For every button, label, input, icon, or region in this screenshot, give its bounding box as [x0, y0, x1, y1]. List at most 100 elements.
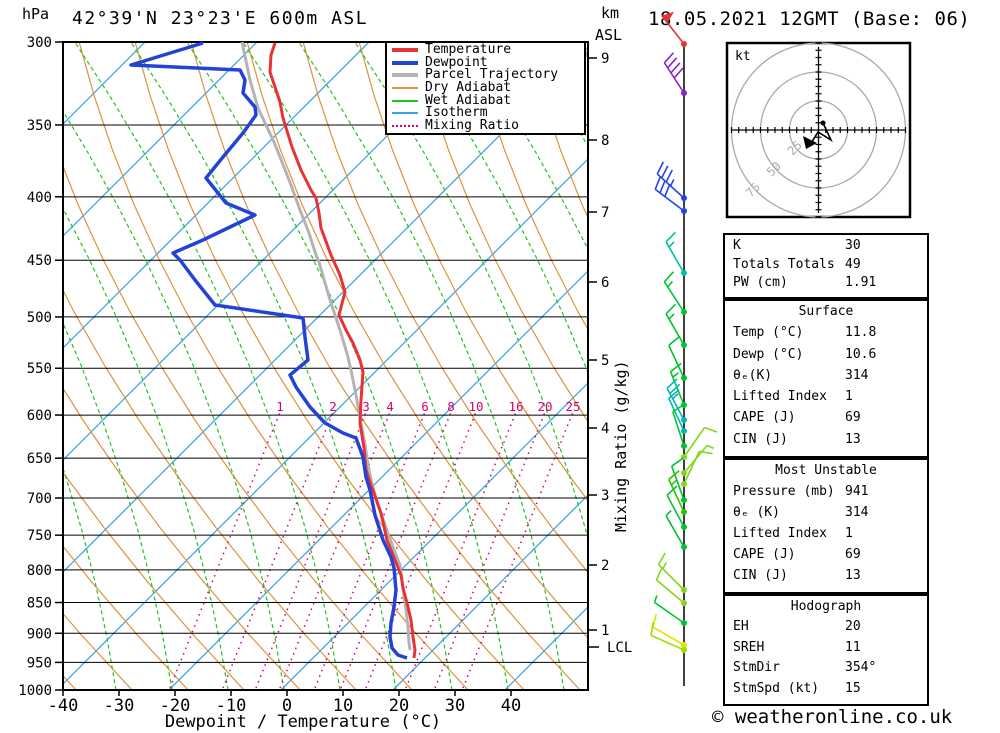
barb-feather-full: [650, 621, 654, 636]
barb-feather-full: [665, 231, 677, 243]
barb-shaft: [657, 563, 685, 591]
mixing-ratio-line: [365, 411, 477, 689]
km-tick-label: 8: [601, 133, 609, 149]
panel-row-value: 11.8: [845, 325, 877, 341]
barb-station-dot: [681, 443, 687, 449]
panel-row-value: 314: [845, 367, 869, 383]
panel-row: CIN (J) 13: [725, 432, 927, 453]
barb-shaft: [654, 601, 685, 624]
hodograph-trace: [809, 122, 833, 146]
barb-station-dot: [681, 600, 687, 606]
mixing-ratio-line: [169, 411, 281, 689]
barb-feather-full: [670, 362, 682, 373]
wet-adiabat-line: [74, 42, 341, 690]
panel-row: CAPE (J) 69: [725, 410, 927, 431]
km-tick-label: 2: [601, 558, 609, 574]
pressure-tick-label: 400: [27, 190, 52, 206]
barb-station-dot: [681, 402, 687, 408]
panel-row-label: θₑ(K): [733, 367, 773, 383]
panel-row-value: 314: [845, 505, 869, 520]
isotherm-line: [0, 42, 33, 690]
wind-barb: [666, 378, 687, 423]
wind-barb: [655, 567, 687, 606]
pressure-tick-label: 1000: [18, 683, 52, 699]
panel-row: Totals Totals 49: [725, 257, 927, 276]
mixing-ratio-label: 2: [329, 399, 337, 414]
barb-feather-full: [668, 336, 680, 346]
hodograph-trace-arrowhead: [803, 136, 817, 149]
panel-row-label: StmDir: [733, 660, 780, 676]
barb-station-dot: [681, 375, 687, 381]
panel-row-value: 354°: [845, 660, 877, 676]
x-axis-title: Dewpoint / Temperature (°C): [164, 712, 442, 732]
barb-feather-full: [654, 176, 662, 190]
km-tick-label: 1: [601, 623, 609, 639]
hodograph-trace-start-dot: [820, 120, 826, 126]
mixing-ratio-label: 20: [537, 399, 552, 414]
panel-row: StmSpd (kt) 15: [725, 681, 927, 701]
isotherm-line: [63, 42, 146, 125]
wind-barb: [666, 485, 687, 530]
hodograph-ring-label: 50: [764, 159, 784, 179]
dry-adiabat-line: [63, 674, 77, 690]
wind-barb: [652, 613, 687, 648]
panel-row-value: 15: [845, 680, 861, 696]
dry-adiabat-line: [190, 42, 581, 690]
panel-row-label: CIN (J): [733, 431, 788, 447]
panel-row: StmDir 354°: [725, 660, 927, 680]
barb-station-dot: [681, 470, 687, 476]
panel-row-value: 30: [845, 238, 861, 253]
barb-station-dot: [681, 481, 687, 487]
height-unit-label: km: [601, 4, 620, 22]
wind-barb: [663, 52, 687, 96]
barb-feather-full: [659, 180, 666, 194]
panel-row: CAPE (J) 69: [725, 547, 927, 568]
wet-adiabat-line: [186, 42, 453, 690]
barb-shaft: [665, 313, 685, 346]
isotherm-line: [168, 270, 588, 690]
wind-barb: [657, 552, 687, 593]
panel-row-label: θₑ (K): [733, 505, 780, 520]
mixing-ratio-label: 3: [362, 399, 370, 414]
wind-barb: [663, 271, 687, 315]
barb-station-dot: [681, 642, 687, 648]
barb-feather-full: [655, 567, 663, 581]
wind-barb: [654, 176, 687, 214]
pressure-tick-label: 450: [27, 253, 52, 269]
mixing-ratio-line: [434, 411, 546, 689]
barb-shaft: [672, 411, 685, 447]
dry-adiabat-line: [78, 42, 469, 690]
barb-feather-half: [672, 372, 679, 378]
panel-title: Surface: [798, 304, 854, 319]
barb-shaft: [652, 626, 685, 646]
wet-adiabat-line: [466, 42, 588, 251]
barb-feather-half: [665, 510, 672, 517]
pressure-tick-label: 650: [27, 451, 52, 467]
wet-adiabat-line: [63, 110, 285, 690]
panel-row-value: 49: [845, 256, 861, 272]
barb-shaft: [669, 371, 685, 406]
wind-barb: [681, 444, 715, 476]
barb-feather-half: [653, 595, 658, 603]
wind-barb: [665, 303, 687, 348]
barb-station-dot: [681, 428, 687, 434]
wind-barb: [668, 470, 687, 515]
wind-barb: [665, 231, 687, 276]
barb-feather-full: [656, 161, 665, 175]
pressure-tick-label: 600: [27, 408, 52, 424]
hodograph-box: [725, 41, 912, 219]
isotherm-line: [63, 42, 482, 461]
panel-row-value: 1: [845, 389, 853, 405]
dewpoint-curve: [129, 41, 408, 660]
lcl-label: LCL: [607, 640, 632, 656]
barb-feather-half: [667, 280, 674, 288]
wet-adiabat-line: [130, 42, 397, 690]
dry-adiabat-line: [134, 42, 525, 690]
barb-feather-full: [665, 303, 677, 315]
isotherm-line: [63, 42, 370, 349]
mixing-ratio-line: [462, 411, 574, 689]
panel-row-value: 69: [845, 547, 861, 562]
panel-row-value: 13: [845, 568, 861, 583]
panel-row: Pressure (mb) 941: [725, 484, 927, 505]
barb-feather-full: [663, 271, 674, 283]
